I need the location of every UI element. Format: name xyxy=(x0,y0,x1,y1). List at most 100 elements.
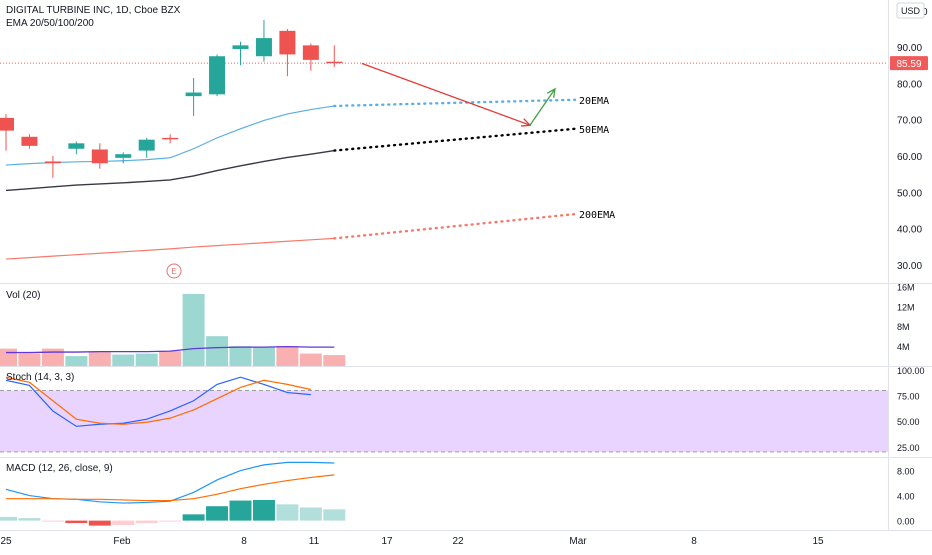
candle-body xyxy=(44,161,61,164)
macd-hist-bar xyxy=(276,504,299,521)
down-arrow xyxy=(361,62,531,126)
ema50-label: 50EMA xyxy=(579,125,609,136)
volume-bar xyxy=(135,353,158,366)
up-arrow xyxy=(529,88,556,126)
ema50-line xyxy=(5,149,335,192)
time-tick-label: 22 xyxy=(452,536,464,547)
macd-hist-bar xyxy=(65,520,88,524)
macd-hist-bar xyxy=(323,509,346,521)
time-tick-label: 11 xyxy=(309,536,320,547)
stoch-tick-label: 75.00 xyxy=(897,392,920,402)
volume-bar xyxy=(65,356,88,366)
candle-body xyxy=(302,45,319,60)
time-tick-label: Feb xyxy=(113,536,131,547)
earnings-marker-label: E xyxy=(171,267,176,276)
currency-label: USD xyxy=(901,6,921,16)
up-arrow-head xyxy=(546,87,556,98)
time-tick-label: 15 xyxy=(812,536,824,547)
stoch-tick-label: 50.00 xyxy=(897,417,920,427)
macd-tick-label: 4.00 xyxy=(897,492,915,502)
volume-bar xyxy=(252,347,275,366)
price-tick-label: 60.00 xyxy=(897,152,922,163)
time-tick-label: 8 xyxy=(241,536,247,547)
ema200-label: 200EMA xyxy=(579,210,615,221)
macd-tick-label: 0.00 xyxy=(897,517,915,527)
macd-title[interactable]: MACD (12, 26, close, 9) xyxy=(6,463,113,474)
volume-tick-label: 8M xyxy=(897,322,910,332)
volume-bar xyxy=(41,348,64,366)
macd-hist-bar xyxy=(206,506,229,521)
macd-hist-bar xyxy=(0,516,17,521)
macd-hist-bar xyxy=(18,518,41,521)
macd-hist-bar xyxy=(41,520,64,522)
volume-bar xyxy=(229,346,252,366)
candle-body xyxy=(185,92,202,97)
last-price-tag xyxy=(890,56,928,71)
macd-hist-bar xyxy=(229,500,252,521)
candle-body xyxy=(162,137,179,140)
stoch-title[interactable]: Stoch (14, 3, 3) xyxy=(6,372,75,383)
volume-bar xyxy=(88,352,111,366)
price-tick-label: 90.00 xyxy=(897,43,922,54)
stoch-k-line xyxy=(5,376,311,427)
macd-hist-bar xyxy=(88,520,111,526)
volume-bar xyxy=(18,353,41,366)
price-tick-label: 40.00 xyxy=(897,225,922,236)
candle-body xyxy=(138,139,155,151)
earnings-marker xyxy=(166,263,182,279)
time-tick-label: 25 xyxy=(0,536,12,547)
volume-bar xyxy=(323,355,346,366)
volume-bar xyxy=(112,354,135,366)
price-tick-label: 80.00 xyxy=(897,79,922,90)
macd-tick-label: 8.00 xyxy=(897,467,915,477)
time-tick-label: 17 xyxy=(381,536,393,547)
volume-title[interactable]: Vol (20) xyxy=(6,290,41,301)
stoch-d-line xyxy=(5,376,311,425)
volume-tick-label: 16M xyxy=(897,282,915,292)
candle-body xyxy=(255,38,272,57)
candle-body xyxy=(91,149,108,164)
ema200-line xyxy=(5,237,335,260)
ema20-projection xyxy=(333,98,577,108)
volume-ma-line xyxy=(6,345,335,354)
last-price-label: 85.59 xyxy=(896,59,921,70)
candle-body xyxy=(326,61,343,64)
price-tick-label: 50.00 xyxy=(897,188,922,199)
volume-bar xyxy=(206,336,229,366)
macd-hist-bar xyxy=(159,520,182,522)
time-tick-label: Mar xyxy=(569,536,587,547)
volume-tick-label: 12M xyxy=(897,302,915,312)
candle-body xyxy=(68,143,85,149)
stoch-band xyxy=(0,390,888,452)
candle-body xyxy=(115,154,132,158)
candle-body xyxy=(209,56,226,95)
macd-hist-bar xyxy=(299,507,322,521)
candle-body xyxy=(0,117,14,131)
volume-bar xyxy=(159,351,182,366)
chart-title: DIGITAL TURBINE INC, 1D, Cboe BZX xyxy=(6,5,180,17)
volume-bar xyxy=(276,346,299,366)
ema200-projection xyxy=(333,212,577,240)
candle-body xyxy=(279,30,296,55)
stoch-tick-label: 25.00 xyxy=(897,443,920,453)
volume-bar xyxy=(299,353,322,366)
macd-hist-bar xyxy=(182,514,205,521)
ema50-projection xyxy=(333,127,577,152)
currency-box xyxy=(896,2,925,19)
volume-bar xyxy=(0,348,17,366)
ema20-label: 20EMA xyxy=(579,96,609,107)
volume-bar xyxy=(182,293,205,366)
candle-body xyxy=(21,136,38,146)
time-tick-label: 8 xyxy=(691,536,697,547)
symbol-title[interactable]: DIGITAL TURBINE INC, 1D, Cboe BZX xyxy=(6,5,181,16)
indicator-title[interactable]: EMA 20/50/100/200 xyxy=(6,18,94,29)
price-tick-label: 70.00 xyxy=(897,116,922,127)
macd-hist-bar xyxy=(112,520,135,525)
volume-tick-label: 4M xyxy=(897,342,910,352)
macd-signal-line xyxy=(6,474,335,502)
macd-hist-bar xyxy=(252,499,275,521)
macd-hist-bar xyxy=(135,520,158,524)
price-tick-label: 30.00 xyxy=(897,261,922,272)
